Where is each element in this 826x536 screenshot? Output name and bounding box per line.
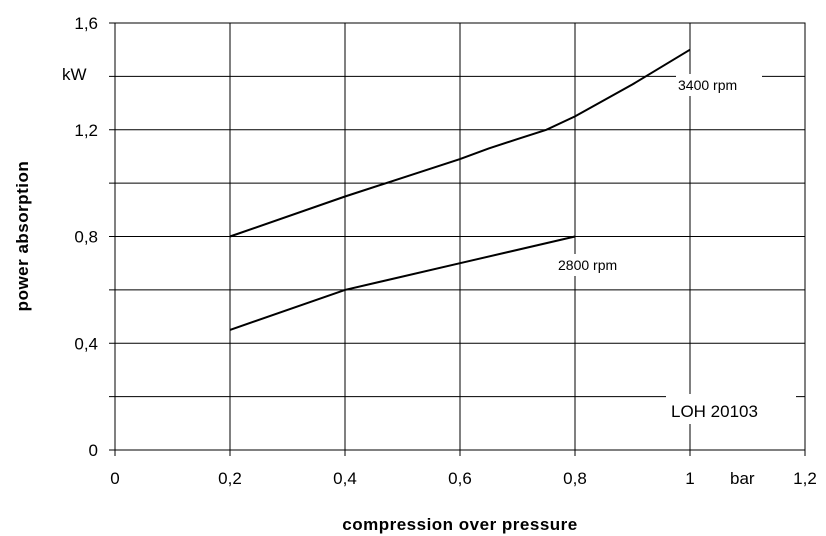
series-label-background <box>556 254 642 276</box>
series-label: 3400 rpm <box>678 77 737 93</box>
x-tick-label: 0,6 <box>448 469 472 488</box>
tick-labels: 0 0,2 0,4 0,6 0,8 1 1,2 0 0,4 0,8 1,2 1,6 <box>74 14 816 488</box>
model-code: LOH 20103 <box>671 402 758 421</box>
series-label: 2800 rpm <box>558 257 617 273</box>
series-labels: 3400 rpm 2800 rpm <box>556 74 762 276</box>
x-tick-label: 0,2 <box>218 469 242 488</box>
y-tick-label: 0,8 <box>74 228 98 247</box>
y-tick-label: 1,2 <box>74 121 98 140</box>
x-tick-label: 0 <box>110 469 119 488</box>
grid <box>115 23 805 450</box>
x-tick-label: 0,8 <box>563 469 587 488</box>
series-line <box>229 235 576 331</box>
series-lines <box>229 48 691 331</box>
model-code-background <box>666 394 796 424</box>
y-tick-label: 0,4 <box>74 334 98 353</box>
series-label-background <box>676 74 762 96</box>
y-axis-title: power absorption <box>13 161 32 312</box>
x-tick-label: 0,4 <box>333 469 357 488</box>
x-tick-label: 1,2 <box>793 469 817 488</box>
x-axis-title: compression over pressure <box>342 515 577 534</box>
x-tick-label: 1 <box>685 469 694 488</box>
x-unit-label: bar <box>730 469 755 488</box>
y-tick-label: 0 <box>89 441 98 460</box>
series-line <box>229 48 691 238</box>
y-unit-label: kW <box>62 65 87 84</box>
y-tick-label: 1,6 <box>74 14 98 33</box>
